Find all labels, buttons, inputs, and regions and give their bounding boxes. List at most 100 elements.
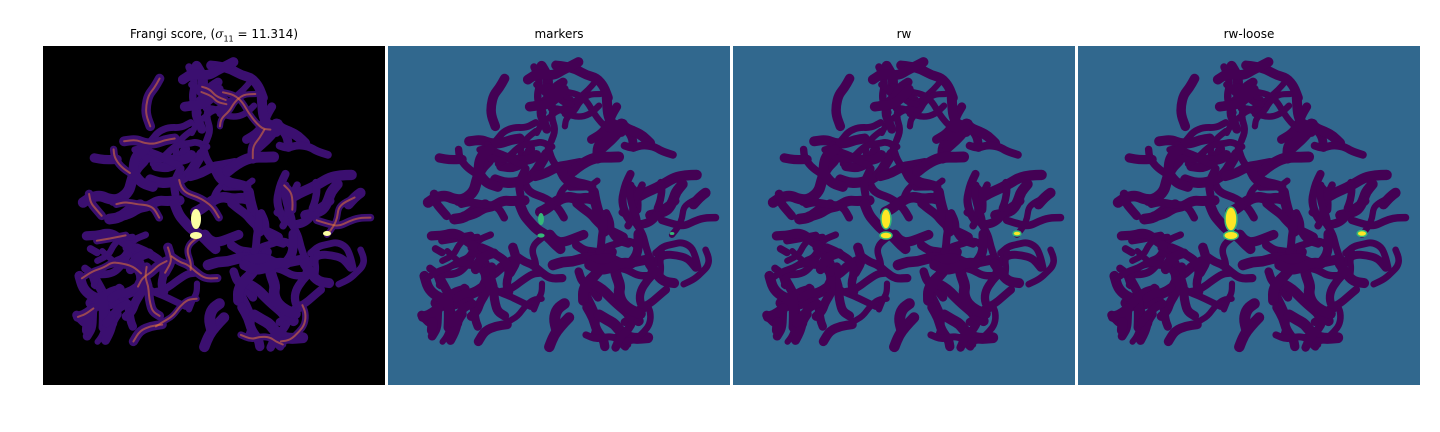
vessel-segment [429,189,452,221]
rw-loose-image [1078,46,1420,385]
vessel-segment [214,167,252,192]
vessel-segment [762,303,789,322]
vessel-segment [998,178,1011,212]
segmented-region [1224,206,1238,232]
vessel-segment [522,57,584,85]
vessel-segment [601,89,627,137]
vessel-segment [609,260,646,320]
vessel-segment [473,144,503,192]
vessel-segment [867,57,929,85]
vessel-segment [1334,258,1370,289]
vessel-segment [239,257,292,275]
vessel-segment [1220,280,1236,313]
vessel-segment [477,243,514,297]
vessel-segment [1142,283,1176,303]
vessel-segment [177,57,239,85]
ridge-segment [239,333,284,346]
vessel-segment [490,148,552,188]
vessel-segment [1176,73,1200,132]
segmented-region [538,213,544,225]
vessel-segment [626,181,642,231]
vessel-segment [1316,181,1332,231]
panel-title-markers: markers [534,27,584,41]
vessel-segment [1220,158,1275,182]
vessel-segment [1249,167,1287,192]
vessel-segment [289,196,335,230]
vessel-segment [204,298,225,336]
ridge-segment [315,216,372,227]
vessel-segment [457,198,509,222]
vessel-segment [831,262,855,321]
vessel-segment [1301,320,1326,352]
ridge-segment [115,201,161,219]
bright-spot [190,232,202,239]
vessel-segment [128,144,158,192]
vessel-segment [1314,181,1336,230]
vessel-segment [791,299,822,328]
frangi-title-prefix: Frangi score, ( [130,27,216,41]
vessel-segment [956,320,981,352]
vessel-segment [266,320,291,352]
vessel-segment [1274,257,1327,275]
vessel-segment [170,164,185,199]
ridge-segment [178,179,220,219]
vessel-segment [81,317,93,336]
vessel-segment [784,233,826,264]
vessel-segment [1234,312,1265,353]
vessel-segment [279,181,301,230]
vessel-segment [426,317,438,336]
vessel-segment [939,210,954,260]
vessel-segment [634,196,680,230]
ridge-segment [200,91,228,106]
vessel-segment [771,317,783,336]
vessel-segment [1205,164,1220,199]
vessel-segment [909,89,964,133]
vessel-segment [431,245,446,257]
vessel-segment [1210,176,1258,222]
vessel-segment [515,164,530,199]
segmented-regions [537,213,675,238]
ridge-highlights [76,77,372,346]
vessel-segment [859,198,911,255]
vessel-segment [446,299,477,328]
bright-spot [323,231,331,236]
vessel-segment [776,245,791,257]
vessel-segment [1251,90,1294,130]
vessel-segment [514,198,566,255]
vessel-segment [797,283,831,303]
ridge-segment [222,91,272,131]
vessel-segment [530,280,546,313]
vessel-segment [1257,151,1315,177]
vessel-segment [584,257,637,275]
vessel-segment [530,158,585,182]
vessel-segment [561,90,604,130]
segmented-regions [879,208,1022,240]
vessel-segment [1113,259,1180,282]
segmented-region [1012,230,1022,237]
ridge-segment [112,148,131,174]
vessel-segment [307,239,357,271]
vessel-segment [831,73,855,132]
vessel-segment [264,260,301,320]
vessel-segment [965,141,1022,159]
vessel-segment [335,246,367,288]
ridge-segment [132,323,164,343]
ridge-segment [80,261,143,280]
vessel-segment [520,176,568,222]
vessel-segment [1129,233,1171,264]
vessel-segment [1107,303,1134,322]
sigma-subscript: 11 [223,34,234,44]
vessel-segment [567,151,625,177]
vessel-segment [894,298,915,336]
vessel-segment [644,258,680,289]
vessel-segment [452,283,486,303]
vessel-segment [544,312,575,353]
vessel-segment [1160,248,1189,275]
segmented-region [880,208,892,230]
vessel-segment [464,133,525,149]
vessel-segment [652,239,702,271]
ridge-segment [326,196,356,236]
vessel-segment [417,303,444,322]
vessel-segment [470,248,499,275]
vessel-texture [762,57,1065,353]
